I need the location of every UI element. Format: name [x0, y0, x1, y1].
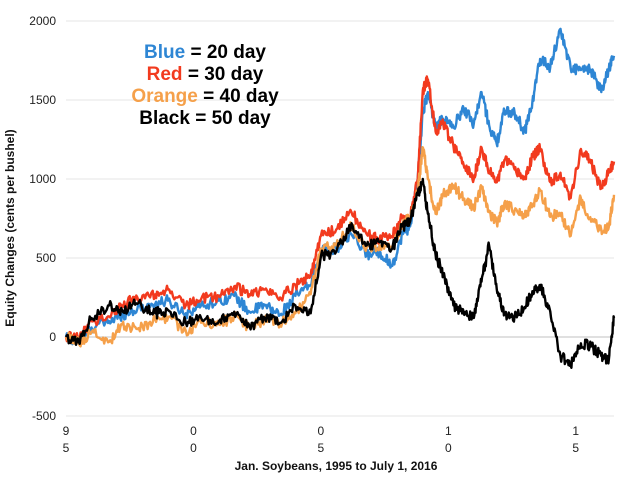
x-tick-label: 0: [318, 424, 325, 438]
x-tick-label: 0: [190, 441, 197, 455]
x-tick-label: 0: [190, 424, 197, 438]
x-tick-label: 5: [63, 441, 70, 455]
y-tick-label: 1500: [29, 93, 56, 107]
y-tick-label: 500: [36, 251, 56, 265]
y-axis-title: Equity Changes (cents per bushel): [3, 129, 17, 326]
legend-entry: Blue = 20 day: [144, 42, 266, 63]
x-tick-label: 1: [572, 424, 579, 438]
series-lines: [64, 27, 616, 369]
y-axis-ticks: -500 0 500 1000 1500 2000: [29, 14, 56, 423]
gridlines: [66, 20, 614, 417]
legend-series-suffix: = 30 day: [183, 64, 264, 85]
legend-entry: Black = 50 day: [139, 108, 271, 129]
x-tick-label: 5: [318, 441, 325, 455]
x-tick-label: 5: [572, 441, 579, 455]
x-tick-label: 1: [445, 424, 452, 438]
legend-series-suffix: = 50 day: [190, 108, 271, 129]
x-tick-label: 9: [63, 424, 70, 438]
y-tick-label: 2000: [29, 14, 56, 28]
legend-series-name: Orange: [131, 86, 198, 107]
legend-entry: Red = 30 day: [147, 64, 264, 85]
y-tick-label: 0: [49, 330, 56, 344]
legend-entry: Orange = 40 day: [131, 86, 279, 107]
y-tick-label: -500: [32, 409, 56, 423]
legend-series-name: Red: [147, 64, 183, 85]
legend-series-suffix: = 40 day: [198, 86, 279, 107]
x-axis-title: Jan. Soybeans, 1995 to July 1, 2016: [235, 459, 438, 473]
series-line: [64, 177, 616, 369]
legend-series-name: Blue: [144, 42, 185, 63]
series-line: [64, 27, 616, 346]
legend-series-suffix: = 20 day: [185, 42, 266, 63]
x-tick-label: 0: [445, 441, 452, 455]
y-tick-label: 1000: [29, 172, 56, 186]
legend-series-name: Black: [139, 108, 190, 129]
